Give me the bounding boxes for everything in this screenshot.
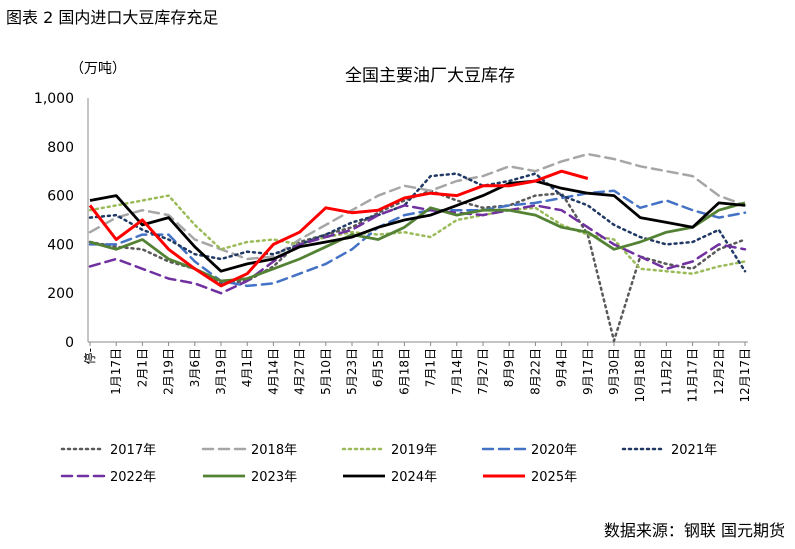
x-tick-label: 6月18日 xyxy=(397,348,411,395)
series-line-2018 xyxy=(88,152,747,261)
legend-label-2018: 2018年 xyxy=(251,443,297,458)
legend-label-2020: 2020年 xyxy=(531,443,577,458)
x-tick-label: 3月6日 xyxy=(188,348,202,387)
series-lines xyxy=(88,152,747,343)
x-tick-label: 4月27日 xyxy=(293,348,307,395)
x-tick-label: 8月9日 xyxy=(502,348,516,387)
x-tick-label: 7月1日 xyxy=(424,348,438,387)
legend-label-2025: 2025年 xyxy=(531,470,577,485)
x-tick-label: 2月1日 xyxy=(135,348,149,387)
source-note: 数据来源：钢联 国元期货 xyxy=(603,521,785,540)
x-tick-label: 9月17日 xyxy=(581,348,595,395)
x-tick-label: 12月17日 xyxy=(738,348,752,403)
figure-title: 图表 2 国内进口大豆库存充足 xyxy=(6,8,219,27)
legend-label-2022: 2022年 xyxy=(110,470,156,485)
x-tick-label: 11月2日 xyxy=(659,348,673,395)
chart-title: 全国主要油厂大豆库存 xyxy=(345,66,515,86)
x-tick-label: 4月1日 xyxy=(240,348,254,387)
x-tick-label: 5月23日 xyxy=(345,348,359,395)
y-tick-label: 400 xyxy=(47,237,74,253)
x-tick-label: 1月17日 xyxy=(109,348,123,395)
y-tick-label: 800 xyxy=(47,140,74,156)
series-line-2025 xyxy=(88,169,589,288)
y-tick-label: 1,000 xyxy=(34,91,74,107)
x-tick-label: 7月14日 xyxy=(450,348,464,395)
legend-label-2019: 2019年 xyxy=(391,443,437,458)
series-line-2019 xyxy=(88,194,747,275)
legend-label-2017: 2017年 xyxy=(110,443,156,458)
series-line-2021 xyxy=(88,172,747,273)
y-tick-label: 600 xyxy=(47,189,74,205)
x-tick-label: 8月22日 xyxy=(528,348,542,395)
series-line-2022 xyxy=(88,204,747,295)
x-tick-label: 12月2日 xyxy=(712,348,726,395)
x-tick-labels: 停- 1月17日 2月1日 2月19日 3月6日 3月19日 4月1日 4月14日 4月27日 5… xyxy=(82,342,752,403)
x-tick-label: 6月5日 xyxy=(371,348,385,387)
x-tick-label: 4月14日 xyxy=(266,348,280,395)
y-axis-label: （万吨） xyxy=(70,61,126,77)
legend-label-2023: 2023年 xyxy=(251,470,297,485)
x-tick-label: 5月10日 xyxy=(319,348,333,395)
x-tick-label: 停- xyxy=(82,348,97,364)
x-tick-label: 11月17日 xyxy=(686,348,700,403)
x-tick-label: 7月27日 xyxy=(476,348,490,395)
y-tick-label: 200 xyxy=(47,286,74,302)
series-line-2024 xyxy=(89,179,746,273)
legend: 2017年 2018年 2019年 2020年 2021年 2022年 2023年 2024年… xyxy=(60,443,717,485)
legend-label-2021: 2021年 xyxy=(671,443,717,458)
x-tick-label: 10月18日 xyxy=(633,348,647,403)
x-tick-label: 9月30日 xyxy=(607,348,621,395)
x-tick-label: 3月19日 xyxy=(214,348,228,395)
y-tick-labels: 0 200 400 600 800 1,000 xyxy=(34,91,74,351)
x-tick-label: 9月4日 xyxy=(555,348,569,387)
legend-label-2024: 2024年 xyxy=(391,470,437,485)
x-tick-label: 2月19日 xyxy=(162,348,176,395)
y-tick-label: 0 xyxy=(65,335,74,351)
